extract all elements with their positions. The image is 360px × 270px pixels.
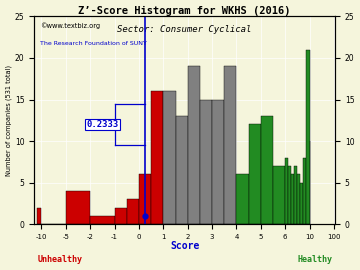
Bar [261, 116, 273, 224]
Bar [224, 66, 237, 224]
Title: Z’-Score Histogram for WKHS (2016): Z’-Score Histogram for WKHS (2016) [78, 6, 291, 16]
Bar [151, 91, 163, 224]
Bar [37, 208, 41, 224]
Text: Sector: Consumer Cyclical: Sector: Consumer Cyclical [117, 25, 252, 34]
Bar [288, 166, 291, 224]
Bar [294, 166, 297, 224]
Bar [273, 166, 285, 224]
Bar [237, 174, 249, 224]
Bar [127, 199, 139, 224]
Bar [90, 216, 114, 224]
Bar [188, 66, 200, 224]
Bar [163, 91, 176, 224]
Text: ©www.textbiz.org: ©www.textbiz.org [40, 23, 100, 29]
Y-axis label: Number of companies (531 total): Number of companies (531 total) [5, 65, 12, 176]
Bar [297, 174, 300, 224]
Text: The Research Foundation of SUNY: The Research Foundation of SUNY [40, 41, 147, 46]
Bar [176, 116, 188, 224]
Text: Healthy: Healthy [297, 255, 332, 264]
Text: Unhealthy: Unhealthy [37, 255, 82, 264]
Bar [285, 158, 288, 224]
Bar [139, 174, 151, 224]
Bar [249, 124, 261, 224]
Bar [200, 100, 212, 224]
Bar [291, 174, 294, 224]
Text: 0.2333: 0.2333 [86, 120, 118, 129]
Bar [212, 100, 224, 224]
X-axis label: Score: Score [170, 241, 199, 251]
Bar [306, 50, 310, 224]
Bar [66, 191, 90, 224]
Bar [114, 208, 127, 224]
Bar [300, 183, 303, 224]
Bar [303, 158, 306, 224]
